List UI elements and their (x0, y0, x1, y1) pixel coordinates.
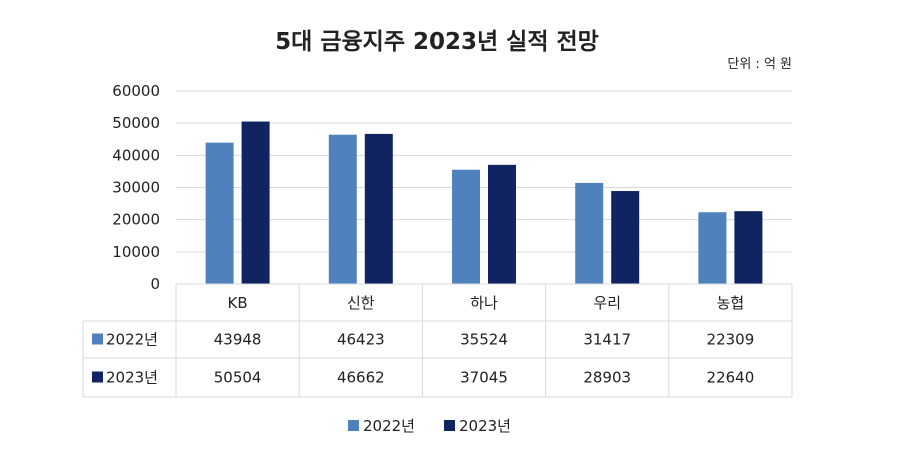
table-legend-key (92, 371, 103, 383)
y-tick-label: 30000 (112, 179, 160, 197)
category-label: 농협 (717, 294, 745, 312)
legend-swatch (348, 420, 359, 431)
legend: 2022년 2023년 (348, 417, 511, 435)
y-tick-label: 40000 (112, 146, 160, 164)
y-tick-label: 20000 (112, 211, 160, 229)
y-tick-label: 50000 (112, 114, 160, 132)
bar-2022 (575, 182, 604, 284)
y-tick-label: 10000 (112, 243, 160, 261)
legend-label: 2023년 (459, 417, 511, 435)
data-table: KB 신한 하나 우리 농협 2022년 43948 46423 35524 31417 22309… (82, 283, 793, 398)
data-label: 28903 (583, 369, 631, 387)
bar-2023 (241, 121, 270, 284)
data-label: 22309 (707, 331, 755, 349)
series-row-label: 2022년 (106, 331, 158, 349)
bar-2023 (734, 211, 763, 284)
category-label: KB (228, 294, 248, 312)
chart-title: 5대 금융지주 2023년 실적 전망 (275, 29, 599, 55)
y-axis-ticks: 0 10000 20000 30000 40000 50000 60000 (112, 82, 160, 293)
y-tick-label: 60000 (112, 82, 160, 100)
category-label: 하나 (470, 294, 498, 312)
category-label: 우리 (593, 294, 621, 312)
bar-2023 (364, 133, 393, 284)
bar-2023 (611, 191, 640, 284)
data-label: 31417 (583, 331, 631, 349)
bar-2023 (488, 164, 516, 284)
data-label: 43948 (214, 331, 262, 349)
data-label: 50504 (214, 369, 262, 387)
data-label: 46662 (337, 369, 385, 387)
bar-2022 (205, 142, 234, 284)
category-label: 신한 (347, 294, 375, 312)
unit-label: 단위 : 억 원 (727, 57, 792, 72)
bar-2022 (328, 134, 357, 284)
bars (205, 121, 763, 284)
data-label: 35524 (460, 331, 508, 349)
data-label: 22640 (707, 369, 755, 387)
table-legend-key (92, 333, 103, 345)
series-row-label: 2023년 (106, 369, 158, 387)
data-label: 46423 (337, 331, 385, 349)
bar-2022 (698, 212, 727, 284)
y-tick-label: 0 (150, 275, 160, 293)
legend-label: 2022년 (363, 417, 415, 435)
gridlines (176, 90, 792, 285)
data-label: 37045 (460, 369, 508, 387)
legend-swatch (444, 420, 455, 431)
bar-2022 (452, 169, 480, 284)
